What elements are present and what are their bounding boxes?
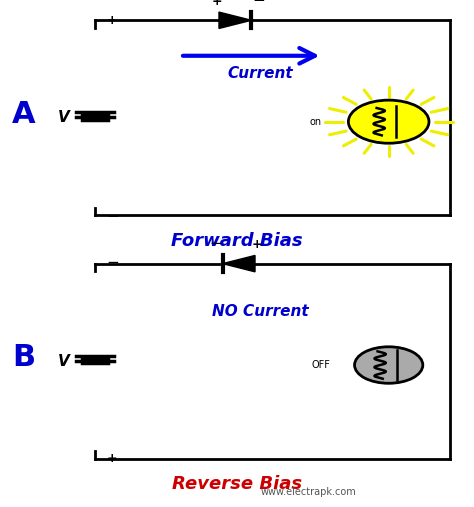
Text: −: −	[107, 209, 119, 224]
Text: −: −	[252, 0, 265, 8]
Text: A: A	[12, 99, 36, 129]
Text: V: V	[58, 354, 70, 369]
Text: +: +	[252, 238, 263, 251]
Polygon shape	[219, 12, 251, 28]
Circle shape	[355, 347, 423, 383]
Text: NO Current: NO Current	[212, 304, 309, 319]
Text: Forward Bias: Forward Bias	[171, 232, 303, 250]
Text: −: −	[107, 255, 119, 270]
Text: B: B	[12, 343, 35, 372]
Text: www.electrapk.com: www.electrapk.com	[260, 487, 356, 497]
Text: on: on	[309, 117, 321, 127]
Text: +: +	[107, 452, 117, 465]
Circle shape	[348, 100, 429, 143]
Text: +: +	[211, 0, 222, 8]
Text: V: V	[58, 111, 70, 125]
Text: OFF: OFF	[312, 360, 331, 370]
Text: Current: Current	[228, 66, 293, 81]
Polygon shape	[223, 256, 255, 272]
Text: −: −	[209, 236, 222, 251]
Text: Reverse Bias: Reverse Bias	[172, 475, 302, 493]
Text: +: +	[107, 14, 117, 26]
